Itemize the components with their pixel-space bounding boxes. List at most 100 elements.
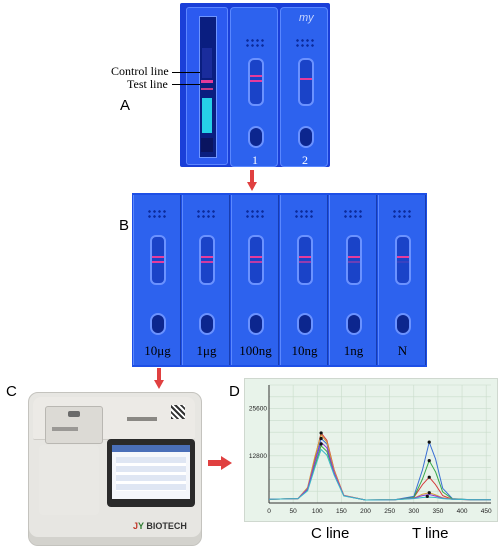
arrow-c-to-d — [208, 456, 232, 470]
cassette-control-band — [348, 256, 360, 258]
control-line-pointer — [172, 72, 200, 73]
signal-chart-svg: 0 50 100 150 200 250 300 350 400 450 12800 25600 — [249, 384, 492, 515]
running-strip-membrane — [202, 48, 212, 78]
panel-d-letter: D — [229, 383, 240, 400]
panel-b-letter: B — [119, 217, 130, 234]
cassette-2-dots — [295, 38, 315, 48]
cassette-label: 10μg — [144, 343, 171, 358]
signal-chart: 0 50 100 150 200 250 300 350 400 450 12800 25600 — [244, 378, 498, 522]
cassette-control-band — [397, 256, 409, 258]
cassette-test-band — [250, 261, 262, 263]
panel-a: 1 my 2 Control line Test line A — [0, 0, 500, 170]
cassette-sample-well — [248, 313, 264, 335]
cassette-2-window — [298, 58, 314, 106]
peak-marker — [427, 440, 431, 444]
test-line-label: Test line — [127, 77, 168, 91]
x-tick-label: 100 — [312, 508, 323, 515]
x-tick-label: 450 — [481, 508, 492, 515]
cassette-2-handwriting: my — [299, 12, 314, 24]
y-tick-label: 25600 — [249, 406, 267, 413]
cassette-control-band — [250, 256, 262, 258]
cassette-label: 1μg — [196, 343, 217, 358]
cassette-control-band — [299, 256, 311, 258]
cassette-dots — [245, 209, 265, 219]
peak-marker — [425, 494, 429, 498]
cassette-sample-well — [346, 313, 362, 335]
cassette-2-number: 2 — [302, 153, 308, 167]
cassette-dots — [294, 209, 314, 219]
reader-brand-logo-2: Y — [138, 521, 144, 531]
cassette-1-window — [248, 58, 264, 106]
reader-screen[interactable] — [112, 445, 190, 499]
cassette-1: 1 — [230, 7, 278, 167]
peak-marker — [427, 491, 431, 495]
panel-a-photo: 1 my 2 — [180, 3, 330, 167]
test-cassette: 1μg — [182, 195, 230, 365]
running-strip — [186, 7, 228, 165]
cassette-label: N — [397, 343, 408, 358]
signal-curve — [268, 432, 491, 501]
reader-device: JY BIOTECH — [28, 392, 202, 546]
running-strip-control-band — [201, 80, 213, 83]
x-tick-label: 50 — [290, 508, 298, 515]
test-cassette: N — [378, 195, 426, 365]
cassette-1-sample-well — [248, 126, 264, 148]
x-tick-label: 400 — [457, 508, 468, 515]
cassette-1-number: 1 — [252, 153, 258, 167]
reader-card-slot — [45, 406, 103, 444]
cassette-window — [150, 235, 166, 285]
cassette-sample-well — [297, 313, 313, 335]
panel-c-letter: C — [6, 383, 17, 400]
x-tick-label: 350 — [432, 508, 443, 515]
cassette-window — [395, 235, 411, 285]
arrow-b-to-c — [154, 368, 164, 390]
x-tick-label: 200 — [360, 508, 371, 515]
reader-slot-label — [52, 427, 78, 431]
cassette-window — [248, 235, 264, 285]
x-tick-label: 250 — [384, 508, 395, 515]
cassette-1-dots — [245, 38, 265, 48]
cassette-test-band — [397, 261, 409, 263]
signal-curve — [268, 445, 491, 501]
peak-marker — [319, 431, 323, 435]
peak-marker — [319, 436, 323, 441]
running-strip-flow — [202, 98, 212, 133]
cassette-label: 100ng — [239, 343, 272, 358]
cassette-test-band — [152, 261, 164, 263]
x-tick-label: 150 — [336, 508, 347, 515]
test-cassette: 10ng — [280, 195, 328, 365]
cassette-sample-well — [150, 313, 166, 335]
reader-left-panel — [39, 445, 99, 515]
running-strip-window — [199, 16, 217, 158]
peak-marker — [427, 458, 431, 463]
cassette-2-sample-well — [298, 126, 314, 148]
reader-slot-opening — [68, 411, 80, 417]
signal-curve — [268, 449, 491, 501]
cassette-dots — [343, 209, 363, 219]
x-tick-label: 300 — [408, 508, 419, 515]
peak-marker — [427, 475, 431, 479]
cassette-window — [199, 235, 215, 285]
reader-screen-bezel[interactable] — [107, 439, 195, 507]
cassette-test-band — [201, 261, 213, 263]
reader-brand: JY BIOTECH — [133, 521, 187, 531]
cassette-label: 10ng — [291, 343, 318, 358]
test-line-pointer — [172, 84, 200, 85]
cassette-1-control-band — [250, 75, 262, 77]
cassette-test-band — [348, 261, 360, 263]
cassette-sample-well — [395, 313, 411, 335]
peak-marker — [319, 442, 323, 446]
control-line-label: Control line — [111, 64, 169, 78]
cassette-sample-well — [199, 313, 215, 335]
test-cassette: 1ng — [329, 195, 377, 365]
x-tick-label: 0 — [267, 508, 271, 515]
cassette-1-test-band — [250, 80, 262, 82]
cassette-label: 1ng — [343, 343, 364, 358]
cassette-control-band — [201, 256, 213, 258]
cassette-dots — [147, 209, 167, 219]
reader-model-label — [127, 417, 157, 421]
running-strip-test-band — [201, 88, 213, 90]
test-cassette: 10μg — [133, 195, 181, 365]
running-strip-pad — [201, 138, 213, 152]
signal-curve — [268, 438, 491, 501]
